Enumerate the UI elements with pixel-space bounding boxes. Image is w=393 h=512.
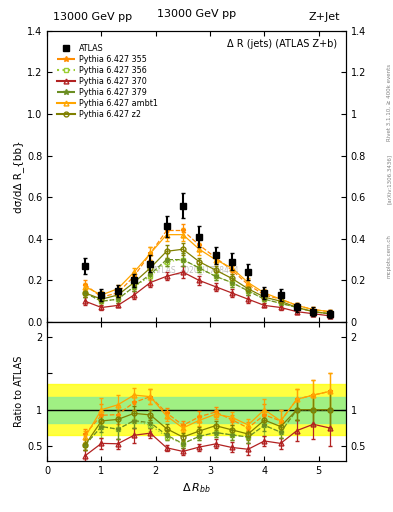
Text: Z+Jet: Z+Jet — [309, 12, 340, 22]
Text: mcplots.cern.ch: mcplots.cern.ch — [386, 234, 391, 278]
Bar — [47, 384, 346, 435]
Text: ATLAS_2020_I1788444: ATLAS_2020_I1788444 — [153, 265, 240, 274]
Legend: ATLAS, Pythia 6.427 355, Pythia 6.427 356, Pythia 6.427 370, Pythia 6.427 379, P: ATLAS, Pythia 6.427 355, Pythia 6.427 35… — [54, 40, 161, 122]
Y-axis label: Ratio to ATLAS: Ratio to ATLAS — [14, 356, 24, 427]
Text: 13000 GeV pp: 13000 GeV pp — [157, 9, 236, 19]
Text: Rivet 3.1.10, ≥ 400k events: Rivet 3.1.10, ≥ 400k events — [386, 64, 391, 141]
X-axis label: $\Delta\,R_{bb}$: $\Delta\,R_{bb}$ — [182, 481, 211, 495]
Text: Δ R (jets) (ATLAS Z+b): Δ R (jets) (ATLAS Z+b) — [227, 39, 337, 50]
Text: 13000 GeV pp: 13000 GeV pp — [53, 12, 132, 22]
Text: [arXiv:1306.3436]: [arXiv:1306.3436] — [386, 154, 391, 204]
Y-axis label: dσ/dΔ R_{bb}: dσ/dΔ R_{bb} — [13, 140, 24, 212]
Bar — [47, 396, 346, 423]
